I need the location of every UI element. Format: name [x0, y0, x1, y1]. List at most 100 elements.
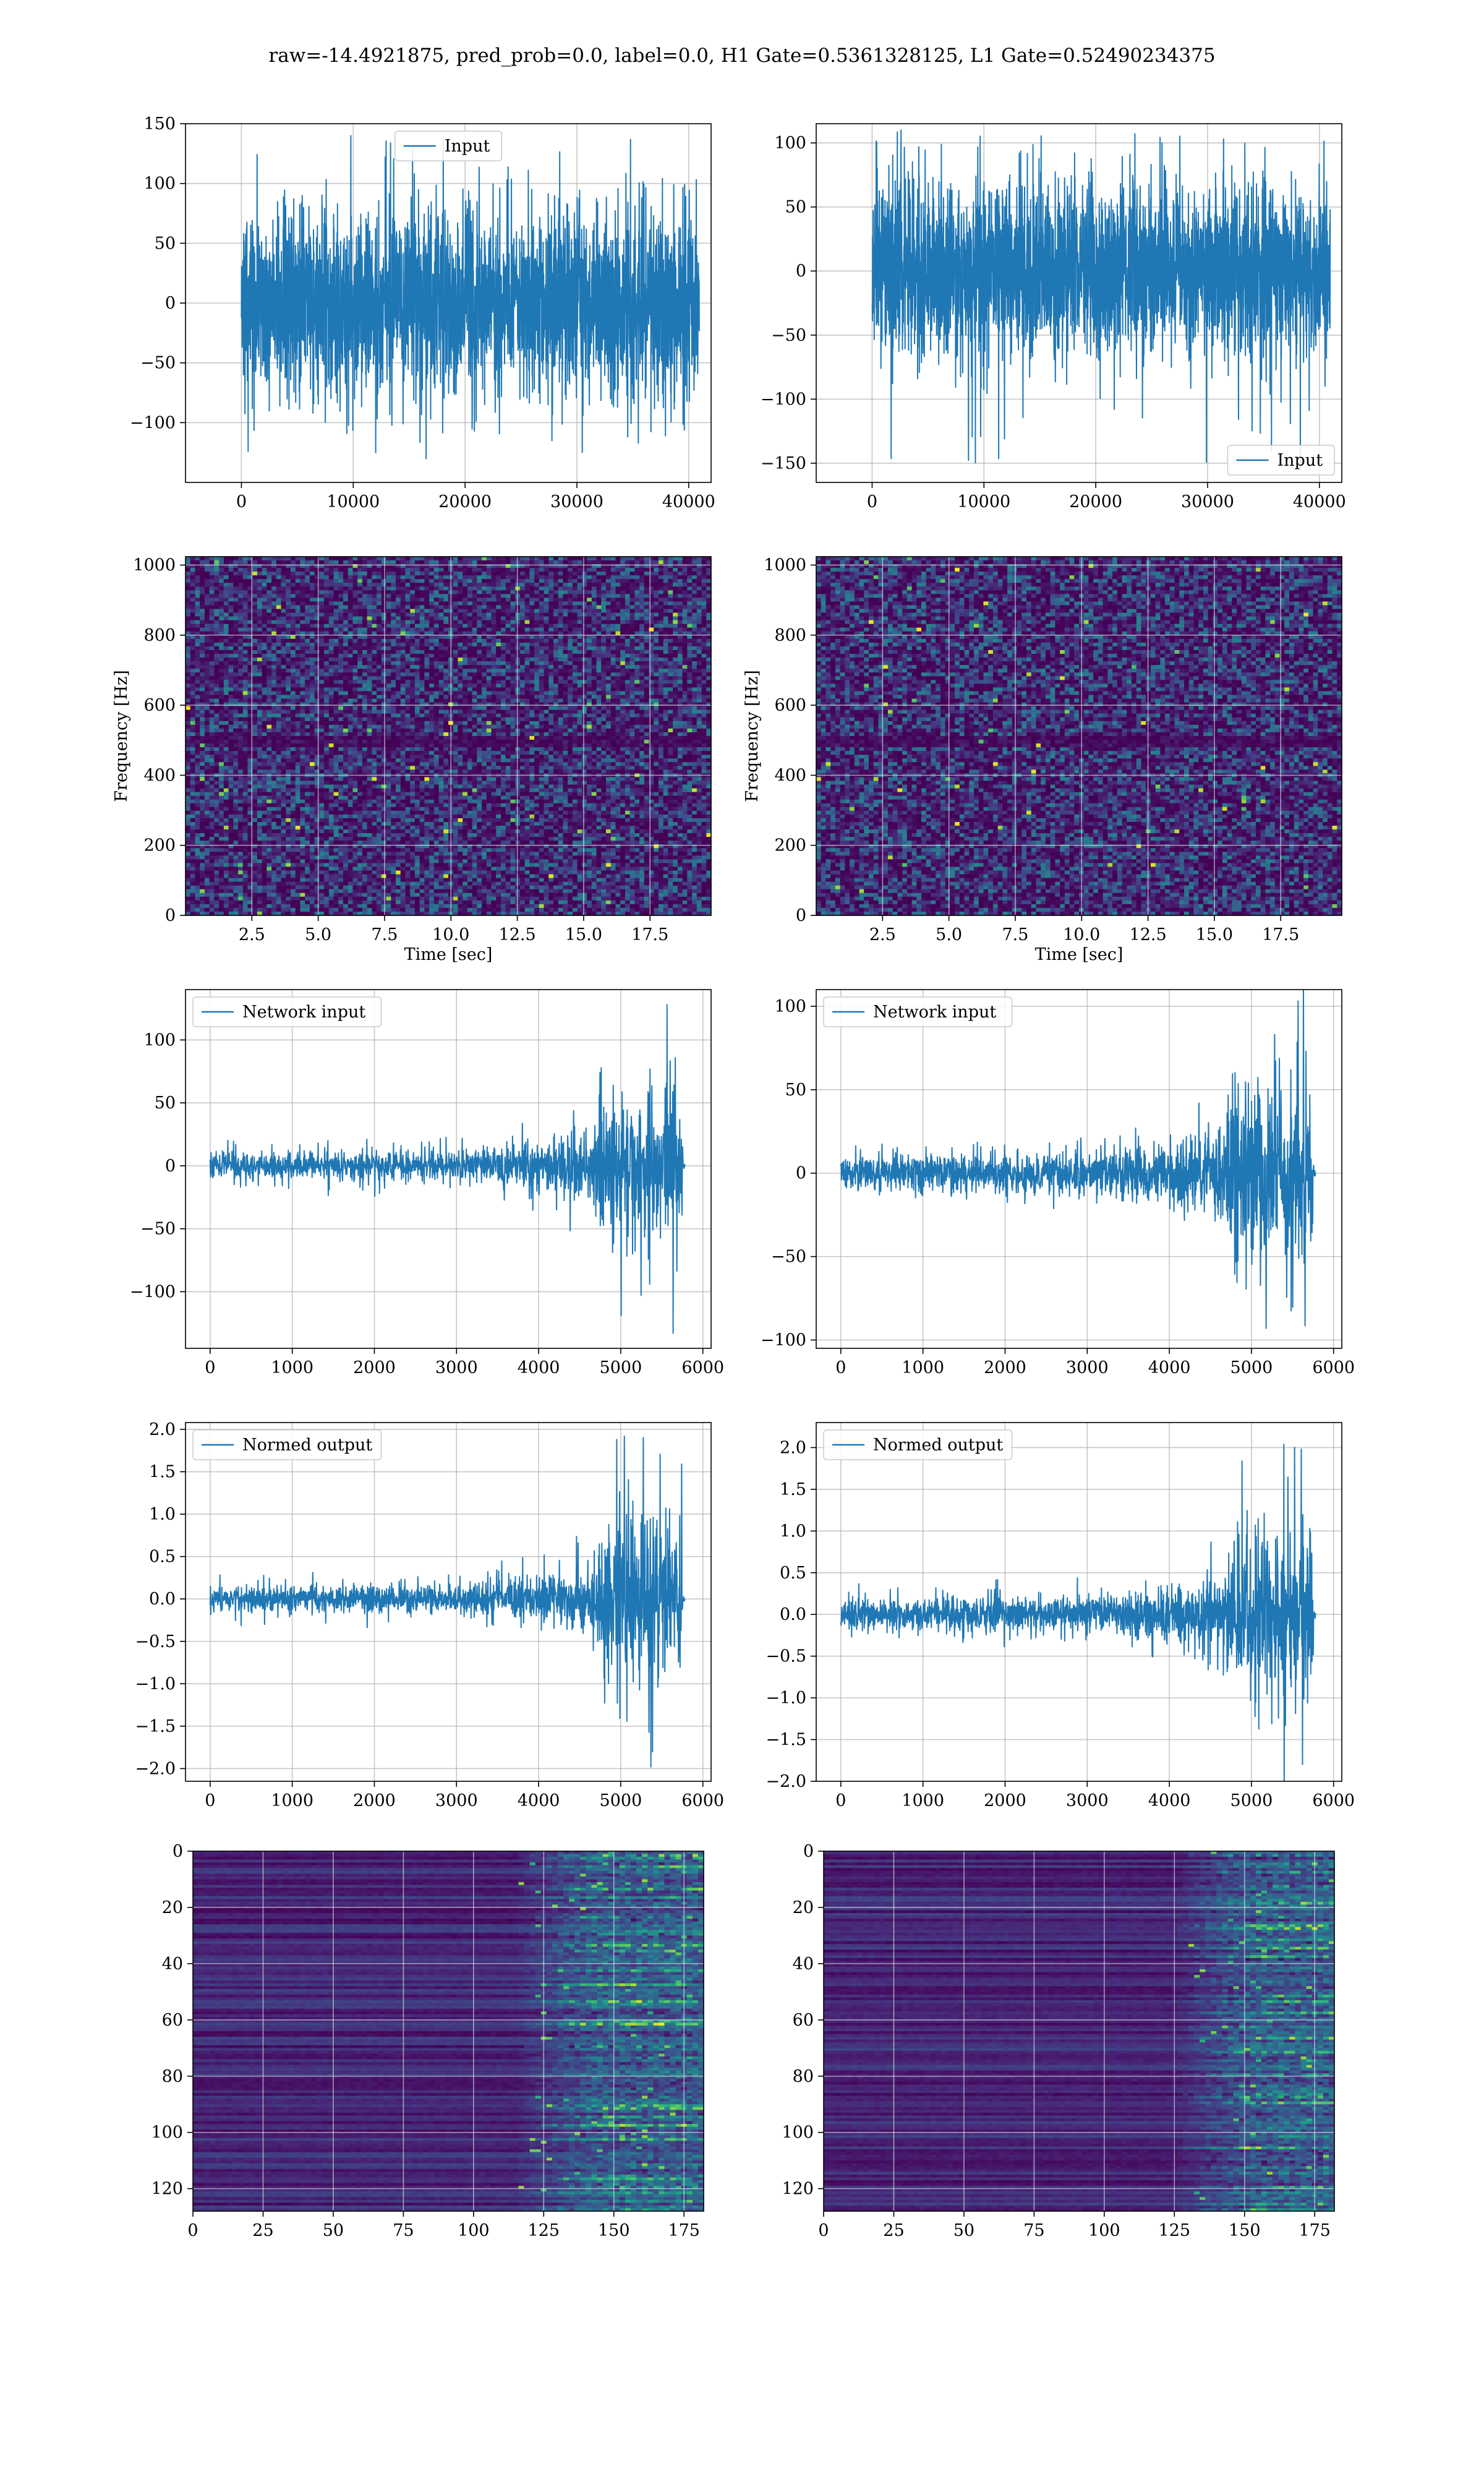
- feat-h1-x-tick-label-6: 150: [598, 2221, 630, 2240]
- raw-l1-x-tick-label-4: 40000: [1293, 492, 1346, 511]
- norm-h1-y-tick-label-6: 1.0: [149, 1505, 176, 1524]
- net-h1-legend-label: Network input: [242, 1003, 365, 1022]
- spec-h1-y-tick-label-1: 200: [143, 836, 176, 855]
- spec-h1-x-tick-label-4: 12.5: [499, 925, 536, 944]
- raw-l1-y-tick-label-1: −100: [761, 390, 806, 409]
- net-h1-x-tick-label-2: 2000: [353, 1358, 396, 1377]
- net-l1-y-tick-label-4: 100: [774, 997, 806, 1016]
- spec-l1-y-tick-label-0: 0: [796, 906, 806, 925]
- norm-h1-legend-label: Normed output: [242, 1436, 372, 1455]
- feat-l1-y-tick-label-4: 80: [793, 2067, 814, 2086]
- feat-l1-heatmap-cells: [824, 1851, 1335, 2212]
- spec-h1-y-tick-label-2: 400: [143, 766, 176, 785]
- norm-h1-legend: Normed output: [193, 1430, 382, 1460]
- spec-h1-x-label: Time [sec]: [404, 945, 493, 964]
- norm-l1-y-tick-label-3: −0.5: [765, 1647, 806, 1666]
- norm-l1-y-tick-label-7: 1.5: [780, 1480, 806, 1499]
- feat-h1-x-tick-label-4: 100: [458, 2221, 490, 2240]
- spec-h1-x-tick-label-0: 2.5: [239, 925, 265, 944]
- norm-l1-y-tick-label-0: −2.0: [765, 1772, 806, 1791]
- feat-h1-x-tick-label-7: 175: [668, 2221, 700, 2240]
- spec-l1-heatmap-cells: [816, 557, 1342, 916]
- raw-l1-y-tick-label-3: 0: [796, 262, 806, 281]
- spec-l1-y-tick-label-3: 600: [774, 696, 806, 715]
- norm-h1-y-tick-label-5: 0.5: [149, 1547, 176, 1567]
- norm-h1-x-tick-label-2: 2000: [353, 1791, 396, 1810]
- feat-h1-x-tick-label-2: 50: [323, 2221, 344, 2240]
- spec-h1-x-tick-label-6: 17.5: [631, 925, 668, 944]
- norm-h1-y-tick-label-1: −1.5: [135, 1717, 176, 1736]
- norm-h1-x-tick-label-5: 5000: [600, 1791, 642, 1810]
- net-h1-x-tick-label-5: 5000: [600, 1358, 642, 1377]
- norm-l1-y-tick-label-5: 0.5: [780, 1564, 806, 1583]
- feat-l1-y-tick-label-6: 120: [782, 2180, 814, 2199]
- feat-l1-y-tick-label-2: 40: [793, 1954, 814, 1974]
- feat-l1-y-tick-label-5: 100: [782, 2123, 814, 2142]
- figure-suptitle: raw=-14.4921875, pred_prob=0.0, label=0.…: [268, 45, 1215, 67]
- net-l1-x-tick-label-2: 2000: [984, 1358, 1026, 1377]
- spec-h1-heatmap-cells: [186, 557, 712, 916]
- spec-l1-y-label: Frequency [Hz]: [743, 670, 762, 802]
- spec-l1-x-tick-label-0: 2.5: [869, 925, 896, 944]
- raw-l1-x-tick-label-3: 30000: [1181, 492, 1234, 511]
- net-l1-x-tick-label-1: 1000: [902, 1358, 944, 1377]
- norm-h1-y-tick-label-7: 1.5: [149, 1463, 176, 1482]
- spec-h1-x-tick-label-1: 5.0: [305, 925, 331, 944]
- raw-h1-x-tick-label-2: 20000: [438, 492, 492, 511]
- norm-h1-x-tick-label-0: 0: [205, 1791, 215, 1810]
- raw-h1-y-tick-label-2: 0: [165, 294, 176, 313]
- raw-h1-y-tick-label-5: 150: [143, 114, 176, 134]
- chart-net-h1: 0 1000 2000 3000 4000 5000 6000−100−50050100Ne…: [130, 990, 724, 1377]
- spec-l1-x-tick-label-4: 12.5: [1130, 925, 1167, 944]
- feat-h1-heatmap-cells: [193, 1851, 704, 2212]
- spec-l1-y-tick-label-4: 800: [774, 626, 806, 645]
- feat-h1-x-tick-label-5: 125: [528, 2221, 560, 2240]
- net-h1-y-tick-label-4: 100: [143, 1030, 176, 1050]
- norm-l1-x-tick-label-1: 1000: [902, 1791, 944, 1810]
- feat-l1-x-tick-label-3: 75: [1023, 2221, 1044, 2240]
- norm-l1-x-tick-label-2: 2000: [984, 1791, 1026, 1810]
- raw-l1-x-tick-label-1: 10000: [957, 492, 1010, 511]
- chart-raw-l1: 0 10000 20000 30000 40000−150−100−50050100In…: [761, 124, 1346, 511]
- net-l1-y-tick-label-0: −100: [761, 1331, 806, 1350]
- norm-h1-y-tick-label-4: 0.0: [149, 1590, 176, 1609]
- norm-l1-x-tick-label-5: 5000: [1230, 1791, 1273, 1810]
- norm-h1-y-tick-label-0: −2.0: [135, 1759, 176, 1778]
- raw-l1-x-tick-label-2: 20000: [1069, 492, 1122, 511]
- norm-h1-x-tick-label-3: 3000: [435, 1791, 478, 1810]
- spec-l1-x-tick-label-3: 10.0: [1063, 925, 1100, 944]
- net-h1-y-tick-label-0: −100: [130, 1282, 176, 1301]
- spec-l1-x-tick-label-2: 7.5: [1002, 925, 1028, 944]
- norm-l1-legend-label: Normed output: [873, 1436, 1003, 1455]
- feat-h1-y-tick-label-6: 120: [151, 2180, 183, 2199]
- net-h1-x-tick-label-4: 4000: [518, 1358, 560, 1377]
- raw-h1-x-tick-label-4: 40000: [662, 492, 715, 511]
- net-h1-x-tick-label-6: 6000: [681, 1358, 724, 1377]
- net-h1-x-tick-label-0: 0: [205, 1358, 215, 1377]
- norm-l1-x-tick-label-4: 4000: [1148, 1791, 1191, 1810]
- net-l1-legend: Network input: [824, 997, 1012, 1027]
- net-h1-y-tick-label-3: 50: [155, 1094, 176, 1113]
- net-h1-y-tick-label-1: −50: [140, 1220, 176, 1239]
- spec-h1-x-tick-label-5: 15.0: [565, 925, 602, 944]
- chart-norm-h1: 0 1000 2000 3000 4000 5000 6000−2.0−1.5−1.0−0.…: [135, 1420, 724, 1810]
- spec-h1-y-tick-label-3: 600: [143, 696, 176, 715]
- raw-l1-y-tick-label-5: 100: [774, 134, 806, 153]
- feat-h1-x-tick-label-0: 0: [187, 2221, 198, 2240]
- raw-h1-x-tick-label-0: 0: [236, 492, 247, 511]
- norm-l1-x-tick-label-6: 6000: [1312, 1791, 1355, 1810]
- raw-l1-x-tick-label-0: 0: [867, 492, 877, 511]
- spec-h1-x-tick-label-2: 7.5: [371, 925, 398, 944]
- feat-l1-x-tick-label-0: 0: [818, 2221, 829, 2240]
- feat-h1-x-tick-label-1: 25: [252, 2221, 273, 2240]
- norm-h1-x-tick-label-1: 1000: [271, 1791, 313, 1810]
- spec-l1-x-tick-label-5: 15.0: [1196, 925, 1233, 944]
- net-l1-x-tick-label-6: 6000: [1312, 1358, 1355, 1377]
- raw-l1-y-tick-label-0: −150: [761, 454, 806, 473]
- feat-l1-x-tick-label-5: 125: [1159, 2221, 1191, 2240]
- spec-h1-y-tick-label-5: 1000: [133, 556, 176, 575]
- net-h1-x-tick-label-3: 3000: [435, 1358, 478, 1377]
- spec-l1-y-tick-label-2: 400: [774, 766, 806, 785]
- feat-h1-y-tick-label-3: 60: [162, 2011, 183, 2030]
